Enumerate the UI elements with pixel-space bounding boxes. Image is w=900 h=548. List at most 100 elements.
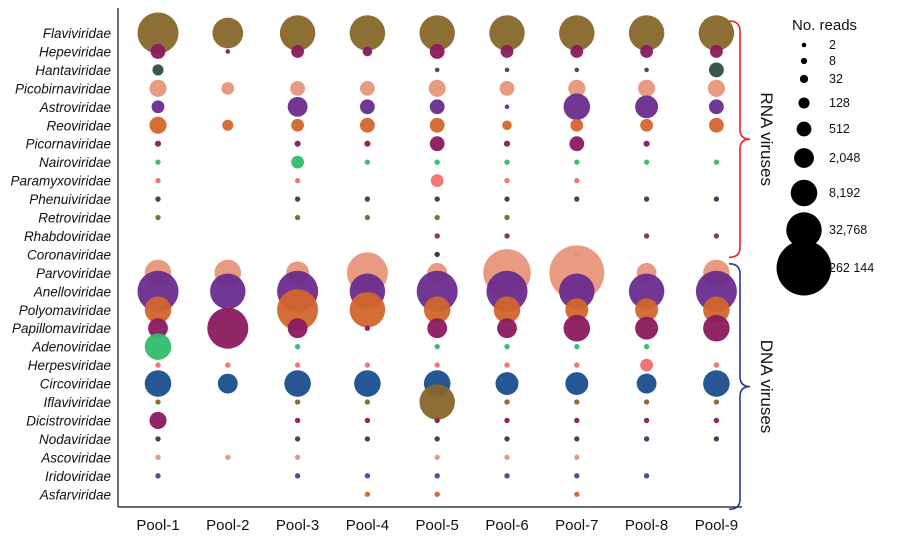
bubble xyxy=(294,177,301,184)
bubble xyxy=(291,155,305,169)
bubble xyxy=(502,120,512,131)
legend-bubble xyxy=(794,148,814,168)
bubble xyxy=(364,325,371,331)
bubble xyxy=(294,140,301,147)
brace-dna xyxy=(728,263,751,511)
bubble xyxy=(148,318,168,339)
bubble xyxy=(155,454,161,461)
family-label: Polyomaviridae xyxy=(19,303,111,318)
bubble xyxy=(155,196,161,202)
pool-labels: Pool-1 Pool-2 Pool-3 Pool-4 Pool-5 Pool-6 Pool… xyxy=(136,517,738,534)
family-label: Paramyxoviridae xyxy=(10,174,111,189)
bubble xyxy=(225,362,231,368)
bubble xyxy=(568,79,586,97)
bubble xyxy=(294,214,301,221)
bubble xyxy=(434,233,440,239)
bubble xyxy=(565,372,589,396)
bubble xyxy=(504,233,510,239)
bubble xyxy=(574,399,580,405)
bubble xyxy=(212,17,244,49)
family-label: Nairoviridae xyxy=(39,155,111,170)
pool-label: Pool-8 xyxy=(625,517,668,534)
bubble xyxy=(628,273,665,310)
bubble xyxy=(638,79,656,97)
family-label: Asfarviridae xyxy=(39,487,111,502)
family-label: Reoviridae xyxy=(46,118,111,133)
legend-title: No. reads xyxy=(792,17,857,34)
bubble xyxy=(574,491,580,497)
group-braces: RNA viruses DNA viruses xyxy=(728,20,776,511)
bubble xyxy=(640,118,654,132)
bubble xyxy=(574,67,580,73)
bubble xyxy=(713,196,720,202)
bubble xyxy=(574,159,580,165)
bubble xyxy=(294,454,301,461)
bubble xyxy=(504,362,510,368)
family-label: Parvoviridae xyxy=(36,266,111,281)
axes xyxy=(117,8,742,508)
bubble xyxy=(364,436,371,442)
legend-bubble xyxy=(801,42,807,48)
bubble xyxy=(636,373,657,394)
legend-bubble xyxy=(800,57,808,65)
bubble xyxy=(489,15,525,51)
bubble xyxy=(364,473,371,479)
bubble xyxy=(279,15,316,51)
bubble xyxy=(504,214,510,221)
pool-label: Pool-9 xyxy=(695,517,738,534)
bubble xyxy=(434,67,440,73)
bubble xyxy=(364,491,371,497)
bubble xyxy=(429,99,445,115)
bubble xyxy=(434,159,440,165)
bubble xyxy=(504,436,510,442)
bubble xyxy=(698,15,735,51)
pool-label: Pool-7 xyxy=(555,517,598,534)
family-label: Coronaviridae xyxy=(27,247,111,262)
group-label-dna: DNA viruses xyxy=(757,340,776,434)
bubble xyxy=(504,159,510,165)
bubble xyxy=(349,15,386,51)
bubble xyxy=(427,318,448,339)
family-label: Picobirnaviridae xyxy=(15,81,111,96)
bubble xyxy=(207,307,249,349)
bubble xyxy=(574,454,580,461)
bubble xyxy=(643,473,650,479)
pool-label: Pool-6 xyxy=(485,517,528,534)
family-label: Ascoviridae xyxy=(40,450,111,465)
family-label: Papillomaviridae xyxy=(12,321,111,336)
bubble xyxy=(504,454,510,461)
bubble xyxy=(708,99,724,115)
bubble xyxy=(150,44,166,59)
bubble xyxy=(504,196,510,202)
bubble xyxy=(359,80,375,96)
bubble xyxy=(434,214,440,221)
family-label: Circoviridae xyxy=(40,377,111,392)
bubble xyxy=(574,177,580,184)
bubble xyxy=(503,140,511,147)
bubble xyxy=(144,333,172,360)
bubble xyxy=(434,417,440,424)
group-label-rna: RNA viruses xyxy=(757,92,776,186)
pool-label: Pool-4 xyxy=(346,517,389,534)
bubble xyxy=(434,196,440,202)
bubbles xyxy=(137,12,737,497)
bubble xyxy=(155,399,161,405)
bubble xyxy=(434,491,440,497)
bubble xyxy=(703,370,730,397)
bubble xyxy=(221,81,235,95)
legend-label: 512 xyxy=(829,122,850,136)
size-legend: No. reads 2 8 32 128 512 2,048 8,192 32,768 262 … xyxy=(776,17,874,296)
pool-label: Pool-5 xyxy=(416,517,459,534)
bubble xyxy=(434,436,440,442)
bubble xyxy=(210,273,246,310)
family-label: Iflaviviridae xyxy=(43,395,111,410)
bubble xyxy=(434,454,440,461)
bubble xyxy=(570,118,584,132)
legend-bubble xyxy=(786,212,822,248)
bubble xyxy=(713,159,720,165)
bubble xyxy=(364,417,371,424)
bubble xyxy=(709,45,723,58)
family-label: Nodaviridae xyxy=(39,432,111,447)
bubble xyxy=(707,79,725,97)
legend-bubble xyxy=(799,74,809,84)
